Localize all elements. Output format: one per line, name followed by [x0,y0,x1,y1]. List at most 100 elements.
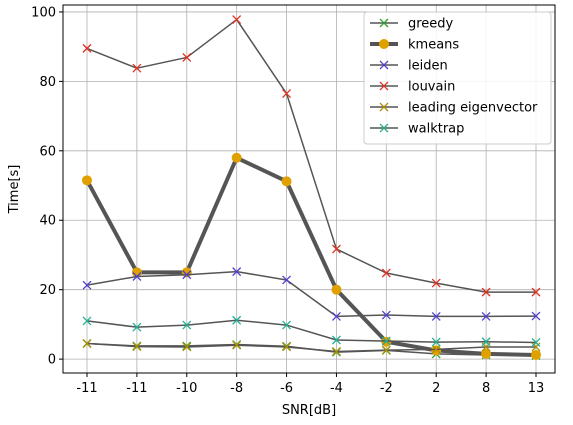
data-point [331,284,342,295]
y-tick-label: 80 [39,75,56,90]
series-line [86,319,537,344]
data-point [132,342,142,352]
data-point [282,275,292,285]
x-axis-ticks: -11 -11 -10 -8 -6 -4 -2 2 8 13 [76,373,544,396]
data-point [82,43,92,53]
x-tick-label: -6 [280,381,293,396]
data-point [232,267,242,277]
data-point [282,320,292,330]
x-axis-label: SNR[dB] [282,403,336,418]
data-point [282,89,292,98]
x-tick-label: -11 [76,381,97,396]
legend-label: leiden [408,59,448,74]
data-point [82,280,92,290]
data-point [531,337,541,347]
series-louvain [82,15,541,297]
legend-marker [379,123,389,133]
data-point [531,311,541,321]
data-point [131,267,142,278]
series-kmeans [82,152,541,360]
x-tick-label: -2 [380,381,393,396]
legend-item: kmeans [370,38,459,53]
data-point [431,345,442,356]
data-point [331,347,341,356]
data-point [82,316,92,326]
x-tick-label: 13 [528,381,545,396]
data-point [182,270,192,280]
data-point [282,342,292,352]
plot-frame [62,4,556,374]
legend-item: louvain [370,80,455,95]
data-point [82,175,92,186]
legend-label: greedy [408,17,454,32]
legend-label: kmeans [408,38,459,53]
data-point [82,339,92,348]
series-walktrap [82,315,541,347]
legend-item: leading eigenvector [370,101,538,116]
data-point [132,272,142,281]
legend-item: leiden [370,59,448,74]
data-point [232,15,242,25]
x-tick-label: -10 [176,381,197,396]
legend-item: greedy [370,17,454,32]
series-line [86,18,536,293]
grid [63,5,555,373]
legend-label: louvain [408,80,455,95]
series-layer [82,15,541,361]
x-tick-label: 8 [482,381,490,396]
y-tick-label: 20 [39,283,56,298]
data-point [431,344,441,354]
legend-marker [379,81,389,91]
legend-label: leading eigenvector [408,101,538,116]
legend: greedy kmeans leiden louvain leading eigenve… [363,11,552,145]
x-tick-label: -4 [330,381,343,396]
data-point [431,311,441,321]
y-axis-label: Time[s] [7,165,22,215]
data-point [281,176,292,187]
series-line [86,342,536,353]
data-point [182,52,192,62]
x-tick-label: -11 [126,381,147,396]
data-point [381,268,391,278]
data-point [431,337,441,347]
series-leiden [82,267,541,321]
y-tick-label: 0 [48,353,56,368]
data-point [132,63,142,73]
data-point [381,345,391,355]
legend-label: walktrap [408,122,464,137]
data-point [182,320,192,330]
y-axis-ticks: 0 20 40 60 80 100 [31,5,63,368]
data-point [231,152,242,163]
legend-item: walktrap [370,122,464,137]
x-tick-label: -8 [230,381,243,396]
x-tick-label: 2 [432,381,440,396]
data-point [531,287,541,297]
legend-marker [379,18,389,28]
series-line [85,155,537,357]
data-point [132,322,142,332]
y-tick-label: 60 [39,144,56,159]
legend-marker [379,39,389,49]
legend-marker [379,60,389,70]
legend-marker [379,102,389,112]
series-line [86,270,537,318]
y-tick-label: 100 [31,5,56,20]
data-point [331,335,341,345]
data-point [481,311,491,321]
y-tick-label: 40 [39,214,56,229]
data-point [331,311,341,321]
data-point [182,342,192,352]
data-point [331,244,341,254]
data-point [381,310,391,320]
data-point [431,278,441,288]
data-point [232,340,242,350]
legend-box [363,11,552,145]
data-point [232,315,242,325]
data-point [481,287,491,297]
data-point [481,337,491,347]
data-point [381,336,391,346]
data-point [481,348,492,359]
data-point [182,341,192,351]
data-point [531,349,541,360]
